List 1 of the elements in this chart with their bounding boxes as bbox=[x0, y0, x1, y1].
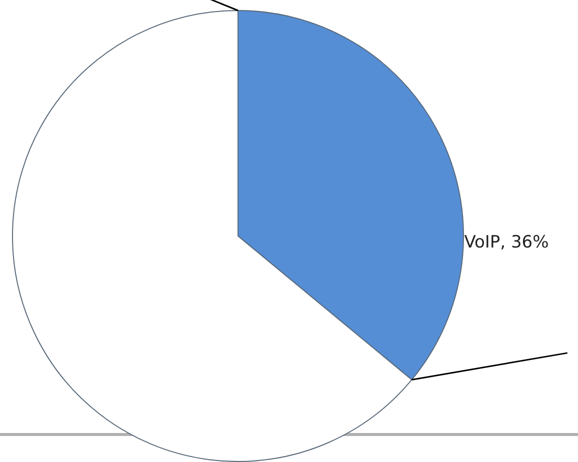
slice-label: VoIP, 36% bbox=[464, 232, 549, 252]
